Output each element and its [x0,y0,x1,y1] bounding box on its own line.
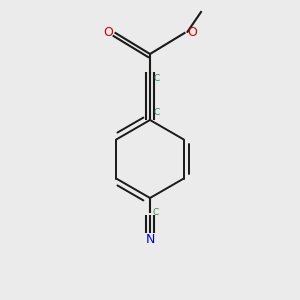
Text: C: C [152,208,158,217]
Text: C: C [154,108,160,117]
Text: O: O [187,26,197,39]
Text: N: N [145,232,155,246]
Text: C: C [154,74,160,83]
Text: O: O [103,26,113,39]
